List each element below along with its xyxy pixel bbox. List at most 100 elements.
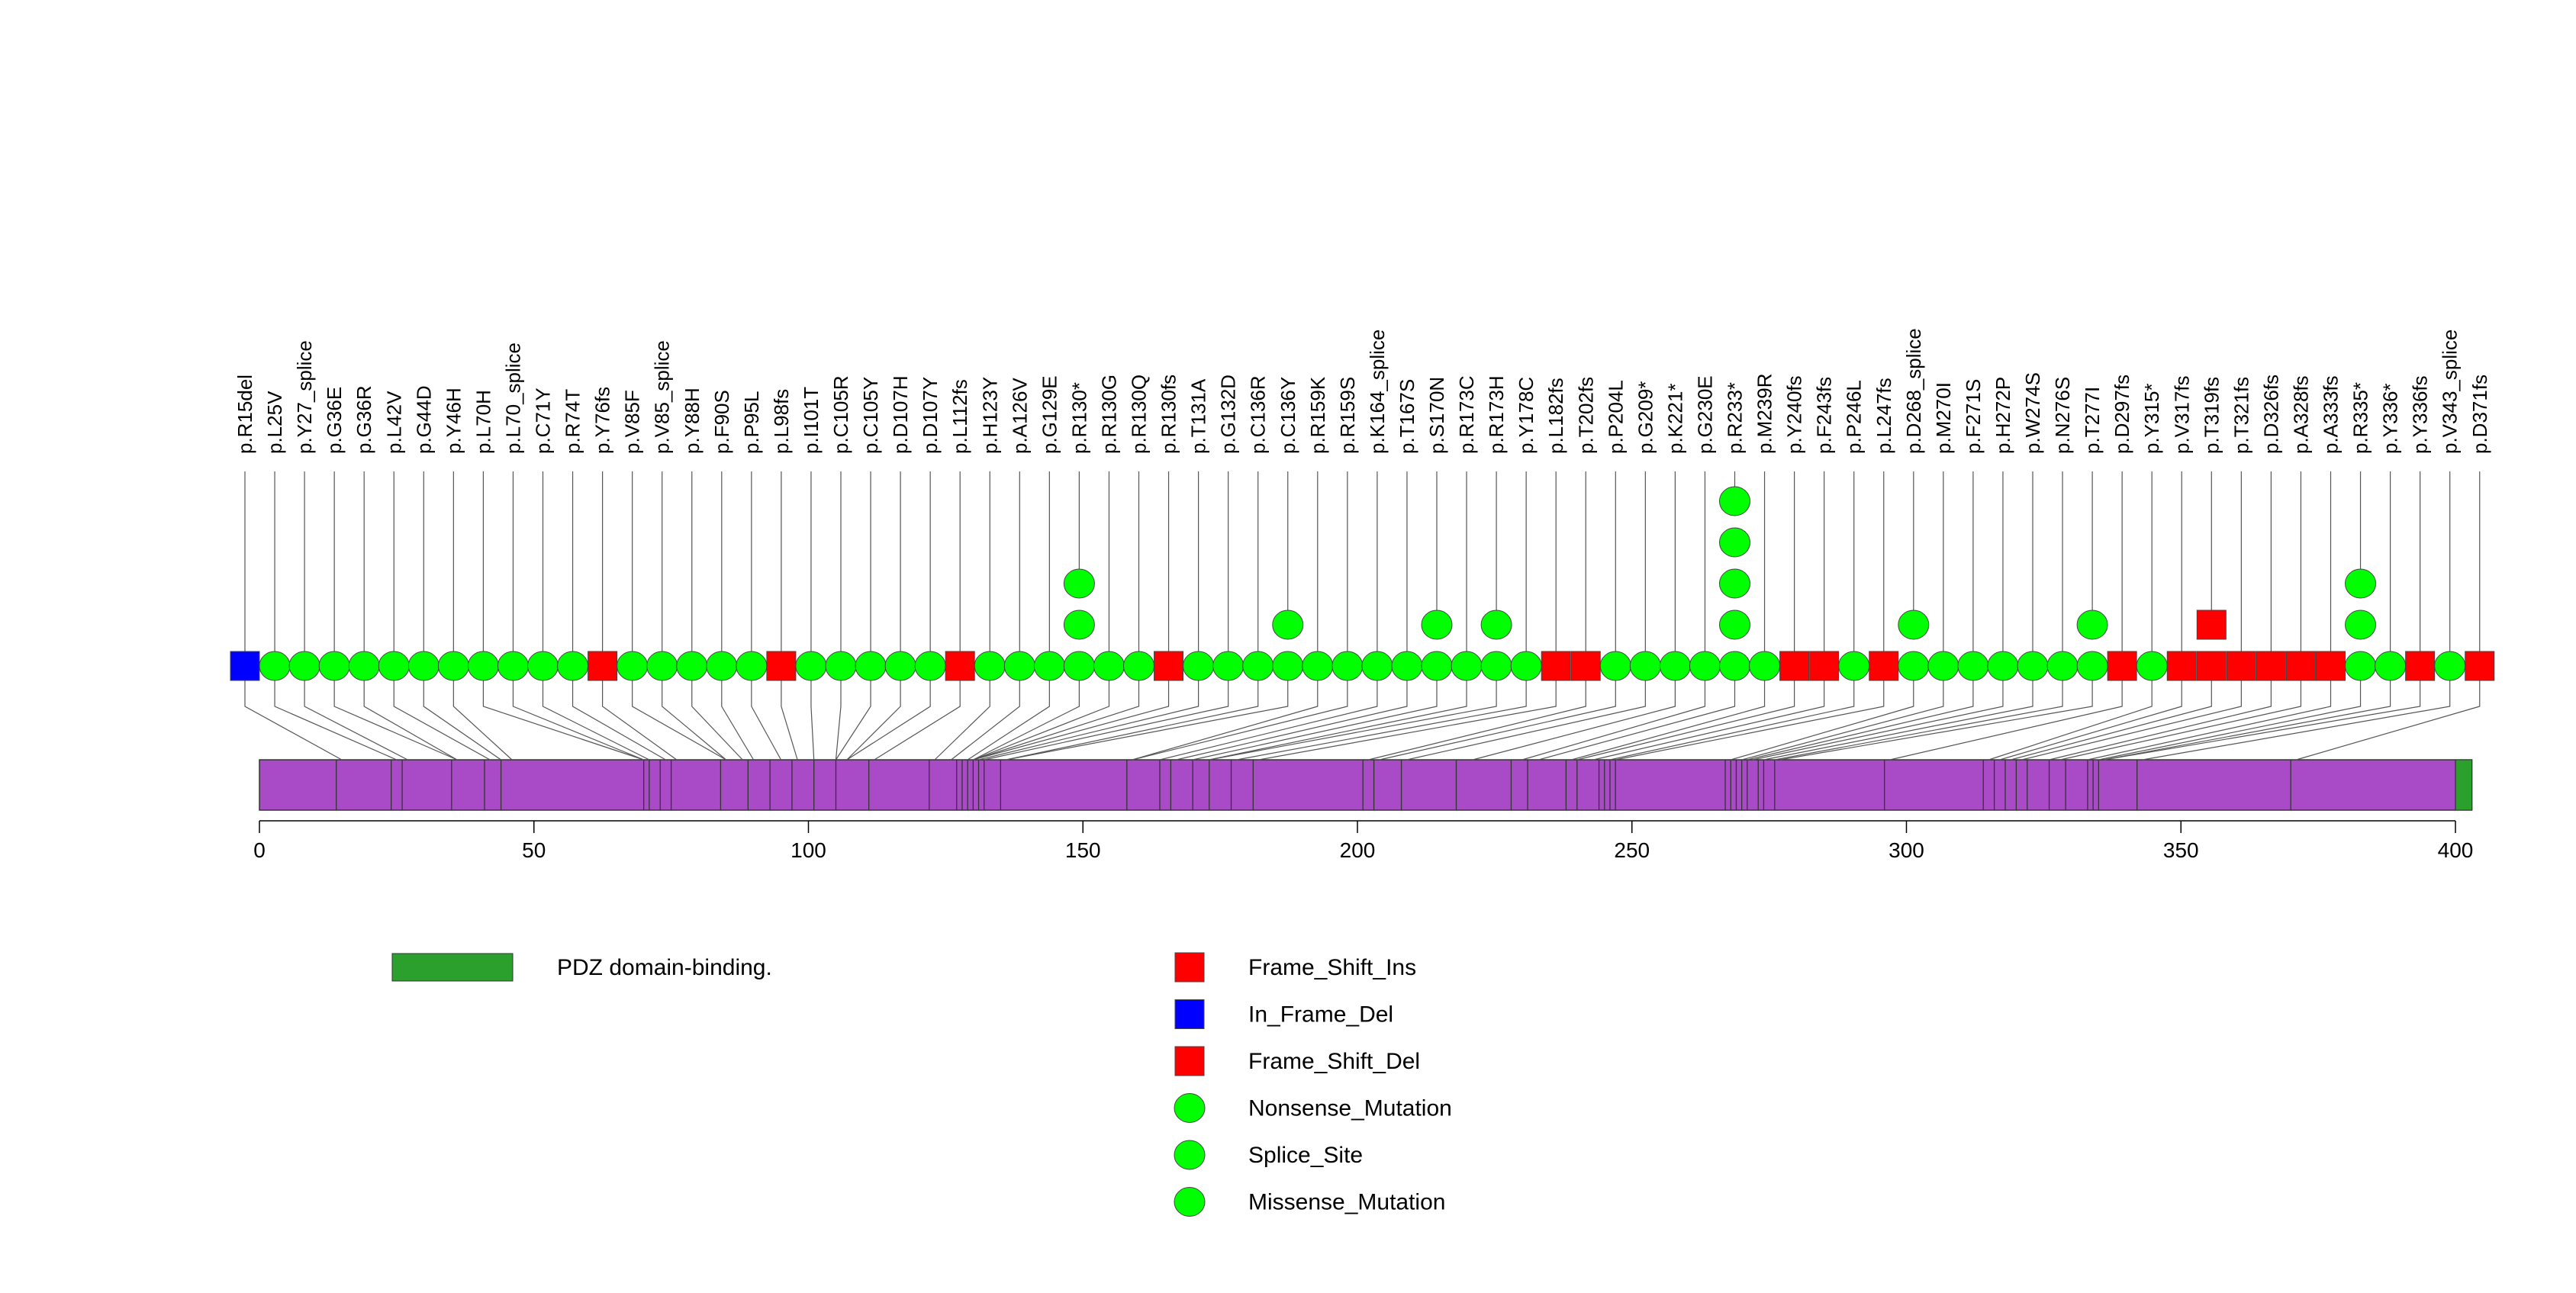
mutation-connector [1609,680,1855,761]
x-tick-label: 250 [1614,838,1650,862]
mutation-marker [1421,610,1453,640]
mutation-connector [1988,680,2153,761]
mutation-label: p.T202fs [1574,377,1597,454]
mutation-label: p.C71Y [532,388,555,454]
mutation-marker [1063,651,1095,681]
mutation-connector [967,680,1050,761]
mutation-marker [2316,651,2346,681]
mutation-connector [572,680,666,761]
mutation-label: p.R74T [562,389,584,454]
mutation-marker [2465,651,2495,681]
mutation-label: p.G132D [1217,375,1240,454]
mutation-label: p.R173C [1455,375,1478,454]
mutation-label: p.S170N [1425,377,1448,454]
mutation-marker [1272,651,1304,681]
mutation-marker [1451,651,1483,681]
legend-type-swatch [1174,1187,1206,1217]
mutation-marker [1659,651,1691,681]
mutation-marker [646,651,678,681]
mutation-label: p.V343_splice [2439,330,2462,454]
mutation-marker [2375,651,2407,681]
mutation-connector [2098,680,2362,761]
domain-region [2455,759,2473,811]
mutation-connector [1741,680,1944,761]
mutation-marker [825,651,857,681]
mutation-marker [914,651,946,681]
mutation-connector [973,680,1170,761]
mutation-marker [2256,651,2286,681]
mutation-marker [617,651,649,681]
mutation-connector [1615,680,1885,761]
mutation-connector [1747,680,1974,761]
mutation-label: p.K164_splice [1366,330,1389,454]
mutation-label: p.L98fs [770,389,793,454]
mutation-marker [467,651,499,681]
mutation-connector [2059,680,2302,761]
mutation-label: p.L112fs [948,379,971,454]
mutation-label: p.D107H [889,375,912,454]
mutation-marker [2076,651,2108,681]
mutation-label: p.F271S [1962,379,1985,454]
mutation-label: p.C136R [1247,375,1270,454]
mutation-label: p.Y336fs [2409,375,2432,454]
mutation-connector [1521,680,1706,761]
mutation-marker [1331,651,1364,681]
mutation-label: p.T319fs [2200,377,2223,454]
mutation-connector [835,680,871,761]
mutation-label: p.Y336* [2379,383,2402,454]
mutation-marker [557,651,589,681]
mutation-label: p.D326fs [2259,375,2282,454]
mutation-marker [1749,651,1781,681]
mutation-connector [393,680,491,761]
mutation-marker [288,651,320,681]
mutation-connector [542,680,650,761]
x-tick-label: 300 [1889,838,1924,862]
mutation-label: p.N276S [2051,377,2074,454]
mutation-marker [974,651,1006,681]
mutation-marker [1063,610,1095,640]
legend-domain-label: PDZ domain-binding. [557,955,772,980]
mutation-label: p.H123Y [978,377,1001,454]
mutation-label: p.R130* [1067,382,1090,454]
mutation-label: p.F243fs [1813,377,1836,454]
mutation-label: p.P204L [1604,380,1627,454]
mutation-marker [1480,651,1512,681]
mutation-label: p.R173H [1485,375,1508,454]
mutation-connector [1593,680,1825,761]
mutation-marker [527,651,559,681]
mutation-connector [835,680,842,761]
mutation-marker [1719,651,1750,681]
mutation-label: p.Y88H [681,388,704,454]
x-tick-label: 400 [2438,838,2474,862]
mutation-marker [1987,651,2019,681]
legend-type-swatch [1174,1046,1205,1076]
mutation-connector [973,680,1140,761]
mutation-connector [1132,680,1348,761]
mutation-marker [2196,610,2227,640]
mutation-label: p.L70H [472,390,494,454]
legend-type-label: Frame_Shift_Del [1248,1049,1420,1074]
mutation-label: p.Y76fs [591,387,614,454]
mutation-connector [951,680,1020,761]
mutation-marker [1154,651,1184,681]
mutation-connector [934,680,990,761]
mutation-label: p.W274S [2021,372,2044,454]
mutation-marker [2434,651,2466,681]
mutation-label: p.Y27_splice [293,340,316,454]
mutation-marker [2136,651,2168,681]
mutation-label: p.P246L [1843,380,1866,454]
mutation-label: p.R159S [1336,377,1359,454]
mutation-marker [855,651,887,681]
legend-type-swatch [1174,1140,1206,1170]
mutation-label: p.T167S [1396,379,1418,454]
mutation-label: p.M239R [1753,374,1776,455]
protein-bar [259,759,2473,811]
mutation-connector [721,680,755,761]
mutation-marker [795,651,827,681]
mutation-label: p.K221* [1663,383,1686,454]
mutation-label: p.H272P [1992,377,2014,454]
mutation-marker [1809,651,1840,681]
mutation-label: p.G36R [353,385,375,454]
